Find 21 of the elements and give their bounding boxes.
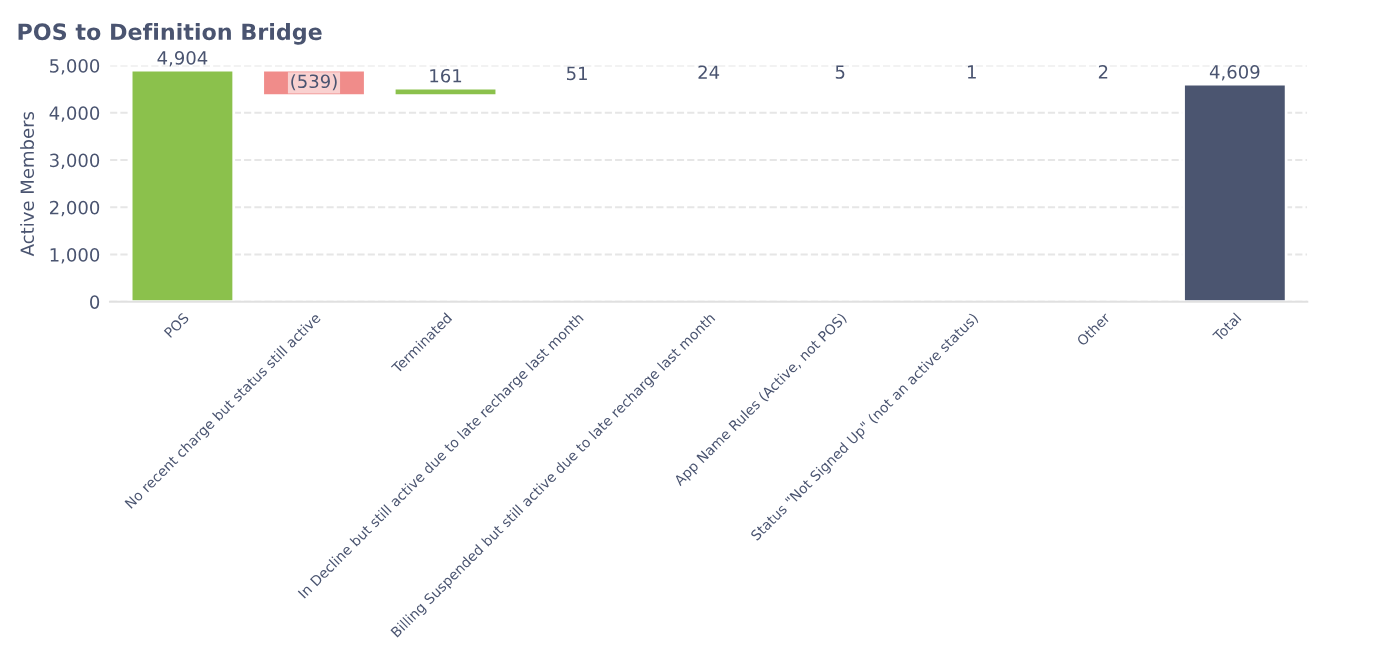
data-label: 5 [835,65,845,79]
data-label: 1 [967,65,976,79]
y-tick-label: 3,000 [50,153,100,170]
data-label: 24 [698,65,720,79]
bar [392,86,499,97]
data-label: 51 [566,66,587,81]
y-axis-title: Active Members [20,111,35,257]
chart-title: POS to Definition Bridge [18,22,322,45]
bar [1182,82,1288,302]
data-label: 2 [1098,65,1108,79]
data-label: 161 [430,68,462,83]
data-label: 4,904 [157,51,208,67]
bar [129,68,236,302]
y-tick-label: 4,000 [49,106,100,122]
y-tick-label: 0 [90,295,100,309]
y-tick-label: 2,000 [49,200,100,217]
data-label: (539) [291,74,337,91]
data-label: 4,609 [1209,65,1260,81]
y-tick-label: 5,000 [50,59,100,75]
y-tick-label: 1,000 [50,247,100,264]
bar [261,68,367,97]
